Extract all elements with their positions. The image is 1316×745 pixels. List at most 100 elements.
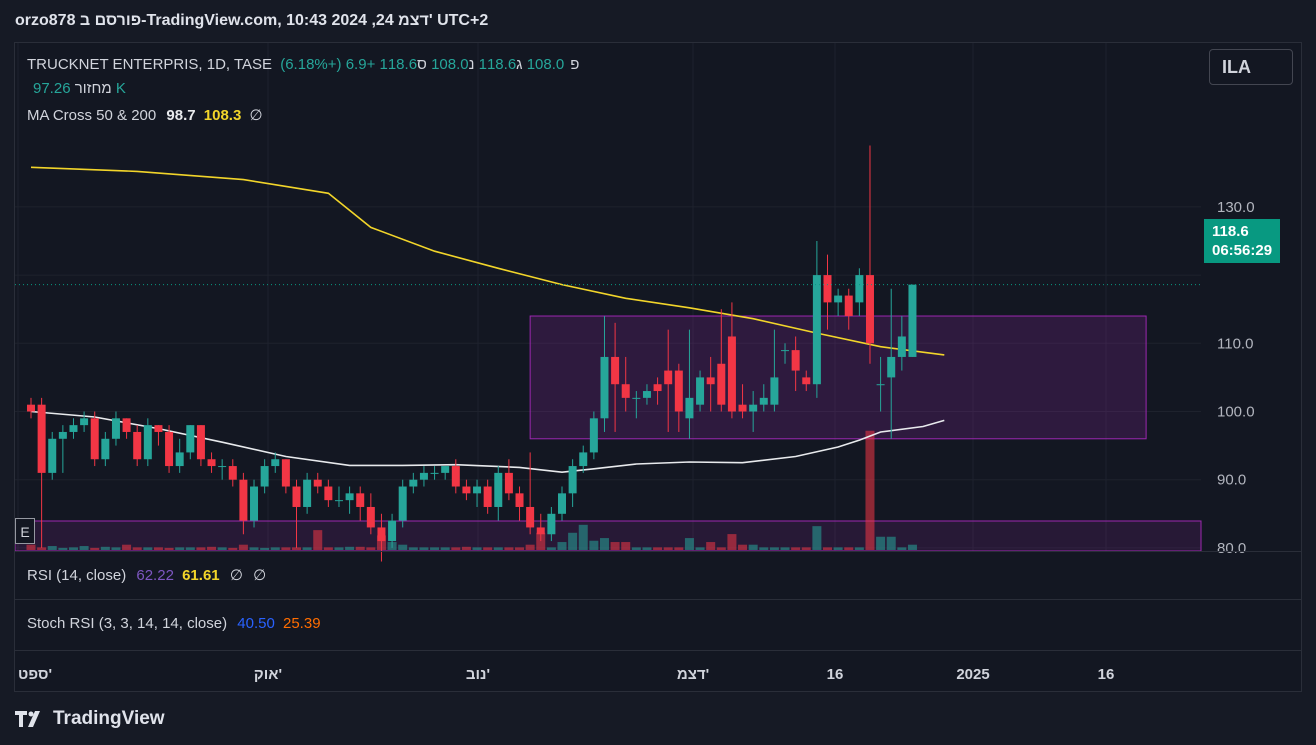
tradingview-logo-icon xyxy=(15,711,40,727)
volume-bar-79 xyxy=(865,430,875,550)
rsi-empty-1: ∅ xyxy=(229,567,243,584)
candle-body-67 xyxy=(738,404,747,412)
candle-body-23 xyxy=(271,459,280,467)
open-label: פ xyxy=(570,56,580,73)
volume-bar-0 xyxy=(26,544,36,550)
candle-body-54 xyxy=(600,356,609,419)
change-value: +6.9 (+6.18%) xyxy=(280,56,376,73)
volume-bar-43 xyxy=(483,547,493,550)
volume-bar-36 xyxy=(408,547,418,550)
stoch-label[interactable]: Stoch RSI (3, 3, 14, 14, close) xyxy=(27,615,228,632)
tradingview-logo[interactable]: TradingView xyxy=(15,708,165,730)
candle-body-18 xyxy=(218,466,227,468)
candle-body-56 xyxy=(621,384,630,398)
rsi-label[interactable]: RSI (14, close) xyxy=(27,567,127,584)
price-chart[interactable]: 80.0 90.0 100.0 110.0 130.0 ספט' אוק' נוב' דצמ' 1… xyxy=(15,43,1302,692)
candle-body-62 xyxy=(685,397,694,419)
low-value: 108.0 xyxy=(431,56,469,73)
candle-body-7 xyxy=(101,438,110,460)
last-price: 118.6 xyxy=(1212,223,1249,240)
candle-body-79 xyxy=(865,275,874,344)
volume-label[interactable]: מחזור xyxy=(74,80,112,97)
volume-bar-48 xyxy=(536,532,546,550)
volume-bar-63 xyxy=(695,547,705,550)
candle-body-17 xyxy=(207,459,216,467)
close-value: 118.6 xyxy=(379,56,418,73)
candle-body-42 xyxy=(473,486,482,494)
volume-bar-81 xyxy=(886,536,896,550)
price-tick-label-5: 130.0 xyxy=(1217,199,1255,216)
rsi-separator[interactable] xyxy=(15,551,1301,552)
candle-body-11 xyxy=(143,425,152,460)
volume-bar-11 xyxy=(143,547,153,550)
candle-body-55 xyxy=(611,356,620,385)
candle-body-50 xyxy=(558,493,566,514)
candle-body-28 xyxy=(324,486,333,501)
candle-body-21 xyxy=(250,486,259,521)
bar-countdown: 06:56:29 xyxy=(1212,242,1273,259)
range-rectangle xyxy=(529,315,1147,440)
high-label: ג xyxy=(516,56,523,73)
stoch-separator[interactable] xyxy=(15,599,1301,600)
candle-body-74 xyxy=(812,275,821,385)
candle-body-46 xyxy=(515,493,524,507)
currency-button[interactable]: ILA xyxy=(1209,49,1293,85)
earnings-event-badge[interactable]: E xyxy=(15,518,35,544)
volume-bar-71 xyxy=(780,547,790,550)
volume-bar-66 xyxy=(727,534,737,550)
volume-bar-22 xyxy=(260,547,270,550)
symbol-name[interactable]: TRUCKNET ENTERPRIS, 1D, TASE xyxy=(27,56,273,73)
volume-bar-24 xyxy=(281,547,291,550)
candle-body-34 xyxy=(388,520,397,542)
ma-label[interactable]: MA Cross 50 & 200 xyxy=(27,107,157,124)
volume-bar-78 xyxy=(854,547,864,550)
candle-body-44 xyxy=(494,472,503,507)
candle-body-48 xyxy=(536,527,545,535)
volume-bar-23 xyxy=(270,547,280,550)
ma200-line xyxy=(30,166,945,356)
volume-bar-56 xyxy=(621,542,631,550)
volume-bar-55 xyxy=(610,542,620,550)
volume-bar-59 xyxy=(653,547,663,550)
volume-bar-82 xyxy=(897,547,907,550)
volume-bar-10 xyxy=(132,547,142,550)
volume-bar-60 xyxy=(663,547,673,550)
volume-bar-49 xyxy=(546,547,556,550)
volume-bar-58 xyxy=(642,547,652,550)
candle-body-0 xyxy=(27,404,35,412)
chart-panel[interactable]: 80.0 90.0 100.0 110.0 130.0 ספט' אוק' נוב' דצמ' 1… xyxy=(14,42,1302,692)
volume-bar-5 xyxy=(79,546,89,550)
volume-bar-29 xyxy=(334,547,344,550)
open-value: 108.0 xyxy=(526,56,565,73)
volume-bar-19 xyxy=(228,547,238,550)
volume-bar-44 xyxy=(493,547,503,550)
volume-bar-57 xyxy=(631,547,641,550)
volume-bar-31 xyxy=(355,546,365,550)
volume-bar-37 xyxy=(419,547,429,550)
volume-bar-75 xyxy=(823,547,832,550)
candle-body-1 xyxy=(37,404,46,473)
volume-bar-61 xyxy=(674,547,684,550)
candle-body-29 xyxy=(334,500,343,502)
candle-body-53 xyxy=(589,418,598,453)
candle-body-59 xyxy=(653,384,662,392)
candle-body-24 xyxy=(281,459,290,487)
candle-body-9 xyxy=(122,418,131,432)
price-tick-label-1: 90.0 xyxy=(1217,472,1246,489)
volume-bar-50 xyxy=(557,542,567,550)
volume-bar-25 xyxy=(292,547,301,550)
candle-body-4 xyxy=(69,425,78,432)
candle-body-39 xyxy=(441,466,450,473)
volume-bar-3 xyxy=(58,547,68,550)
volume-bar-73 xyxy=(801,547,811,550)
volume-bar-51 xyxy=(568,532,578,550)
price-tick-label-3: 110.0 xyxy=(1217,335,1253,352)
time-tick-label-5: 2025 xyxy=(956,666,989,683)
candle-body-8 xyxy=(111,418,120,439)
volume-bar-21 xyxy=(249,547,259,550)
publish-header: orzo878 פורסם ב-TradingView.com, 10:43 2… xyxy=(15,12,489,29)
volume-bar-46 xyxy=(515,547,525,550)
candle-body-31 xyxy=(356,493,365,507)
volume-bar-35 xyxy=(398,544,408,550)
volume-bar-77 xyxy=(844,547,854,550)
